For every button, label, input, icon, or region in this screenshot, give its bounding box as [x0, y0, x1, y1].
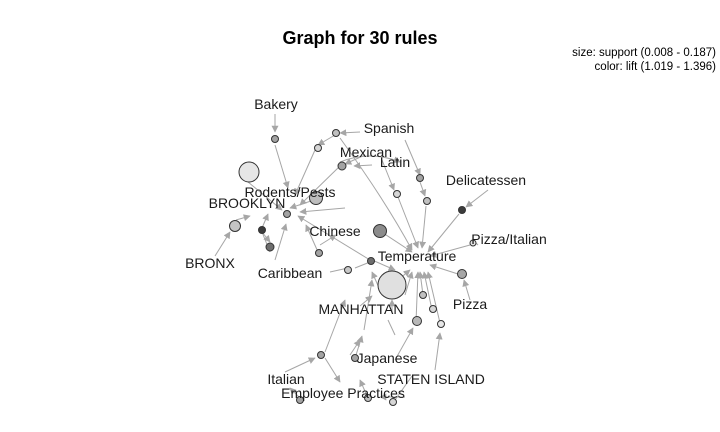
edge: [305, 224, 319, 253]
edge: [317, 134, 336, 146]
edge: [429, 263, 459, 275]
edge: [247, 181, 283, 211]
edge: [394, 375, 413, 401]
edge: [465, 189, 489, 208]
edge: [339, 129, 361, 137]
rule-node: [367, 257, 375, 265]
rule-node: [377, 270, 407, 300]
rule-node: [419, 291, 427, 299]
edge: [394, 327, 414, 361]
edge: [419, 205, 427, 249]
edge: [289, 387, 301, 399]
legend: size: support (0.008 - 0.187) color: lif…: [572, 46, 716, 74]
rule-node: [332, 129, 340, 137]
edge: [462, 279, 471, 301]
label-employee-practices: Employee Practices: [281, 385, 405, 401]
rule-node: [283, 210, 291, 218]
edge: [429, 244, 471, 258]
label-staten-island: STATEN ISLAND: [377, 371, 485, 387]
edge: [319, 234, 337, 246]
edge: [426, 271, 441, 324]
edge: [371, 259, 396, 271]
rule-node: [412, 316, 422, 326]
edge: [349, 339, 361, 356]
nodes: [229, 129, 477, 406]
label-mexican: Mexican: [340, 144, 392, 160]
edge: [354, 261, 371, 269]
edge: [324, 299, 347, 353]
edge: [324, 357, 341, 383]
edge: [299, 165, 341, 206]
legend-color: color: lift (1.019 - 1.396): [594, 61, 716, 73]
rule-node: [429, 305, 437, 313]
rule-node: [416, 174, 424, 182]
label-pizza: Pizza: [453, 296, 487, 312]
edge: [284, 357, 316, 373]
rule-node: [317, 351, 325, 359]
edge: [339, 155, 401, 163]
item-labels: Bakery Spanish Mexican Latin Delicatesse…: [185, 96, 547, 401]
label-rodents-pests: Rodents/Pests: [244, 184, 335, 200]
label-caribbean: Caribbean: [258, 265, 323, 281]
edge: [261, 213, 269, 229]
label-pizza-italian: Pizza/Italian: [471, 231, 546, 247]
edge: [397, 196, 419, 249]
rule-node: [314, 144, 322, 152]
rule-node: [229, 220, 241, 232]
edge: [299, 207, 346, 215]
label-bronx: BRONX: [185, 255, 235, 271]
edge: [387, 319, 396, 336]
edge: [294, 149, 316, 196]
rule-node: [364, 394, 372, 402]
edge: [363, 279, 375, 331]
rule-node: [337, 161, 347, 171]
edge: [404, 271, 414, 296]
rule-node: [309, 191, 323, 205]
label-spanish: Spanish: [364, 120, 415, 136]
rule-node: [265, 242, 275, 252]
rule-node: [437, 320, 445, 328]
legend-size: size: support (0.008 - 0.187): [572, 47, 716, 59]
edge: [381, 159, 395, 191]
label-japanese: Japanese: [357, 350, 418, 366]
label-temperature: Temperature: [378, 248, 457, 264]
label-delicatessen: Delicatessen: [446, 172, 526, 188]
rule-node: [469, 239, 477, 247]
rule-node: [373, 224, 387, 238]
label-brooklyn: BROOKLYN: [209, 195, 286, 211]
label-italian: Italian: [267, 371, 304, 387]
edge: [419, 181, 427, 197]
rule-node: [296, 396, 304, 404]
edge: [404, 139, 421, 176]
rule-node: [238, 161, 260, 183]
edge: [427, 213, 460, 253]
edge: [353, 162, 373, 170]
rule-node: [351, 354, 359, 362]
rule-node: [389, 398, 397, 406]
rule-node: [258, 226, 266, 234]
label-latin: Latin: [380, 154, 410, 170]
rule-node: [315, 249, 323, 257]
edge: [235, 214, 251, 222]
graph-title: Graph for 30 rules: [282, 28, 438, 48]
rule-node: [344, 266, 352, 274]
edge: [339, 137, 413, 251]
label-bakery: Bakery: [254, 96, 298, 112]
edge: [434, 332, 443, 371]
rule-node: [423, 197, 431, 205]
rule-node: [271, 135, 279, 143]
label-chinese: Chinese: [309, 223, 361, 239]
edge: [274, 144, 290, 189]
edge: [421, 271, 433, 311]
edge: [414, 271, 422, 323]
edge: [274, 223, 288, 261]
edge: [359, 295, 373, 307]
edge: [214, 231, 231, 257]
rule-node: [393, 190, 401, 198]
rule-node: [457, 269, 467, 279]
label-manhattan: MANHATTAN: [318, 301, 403, 317]
rule-node: [458, 206, 466, 214]
